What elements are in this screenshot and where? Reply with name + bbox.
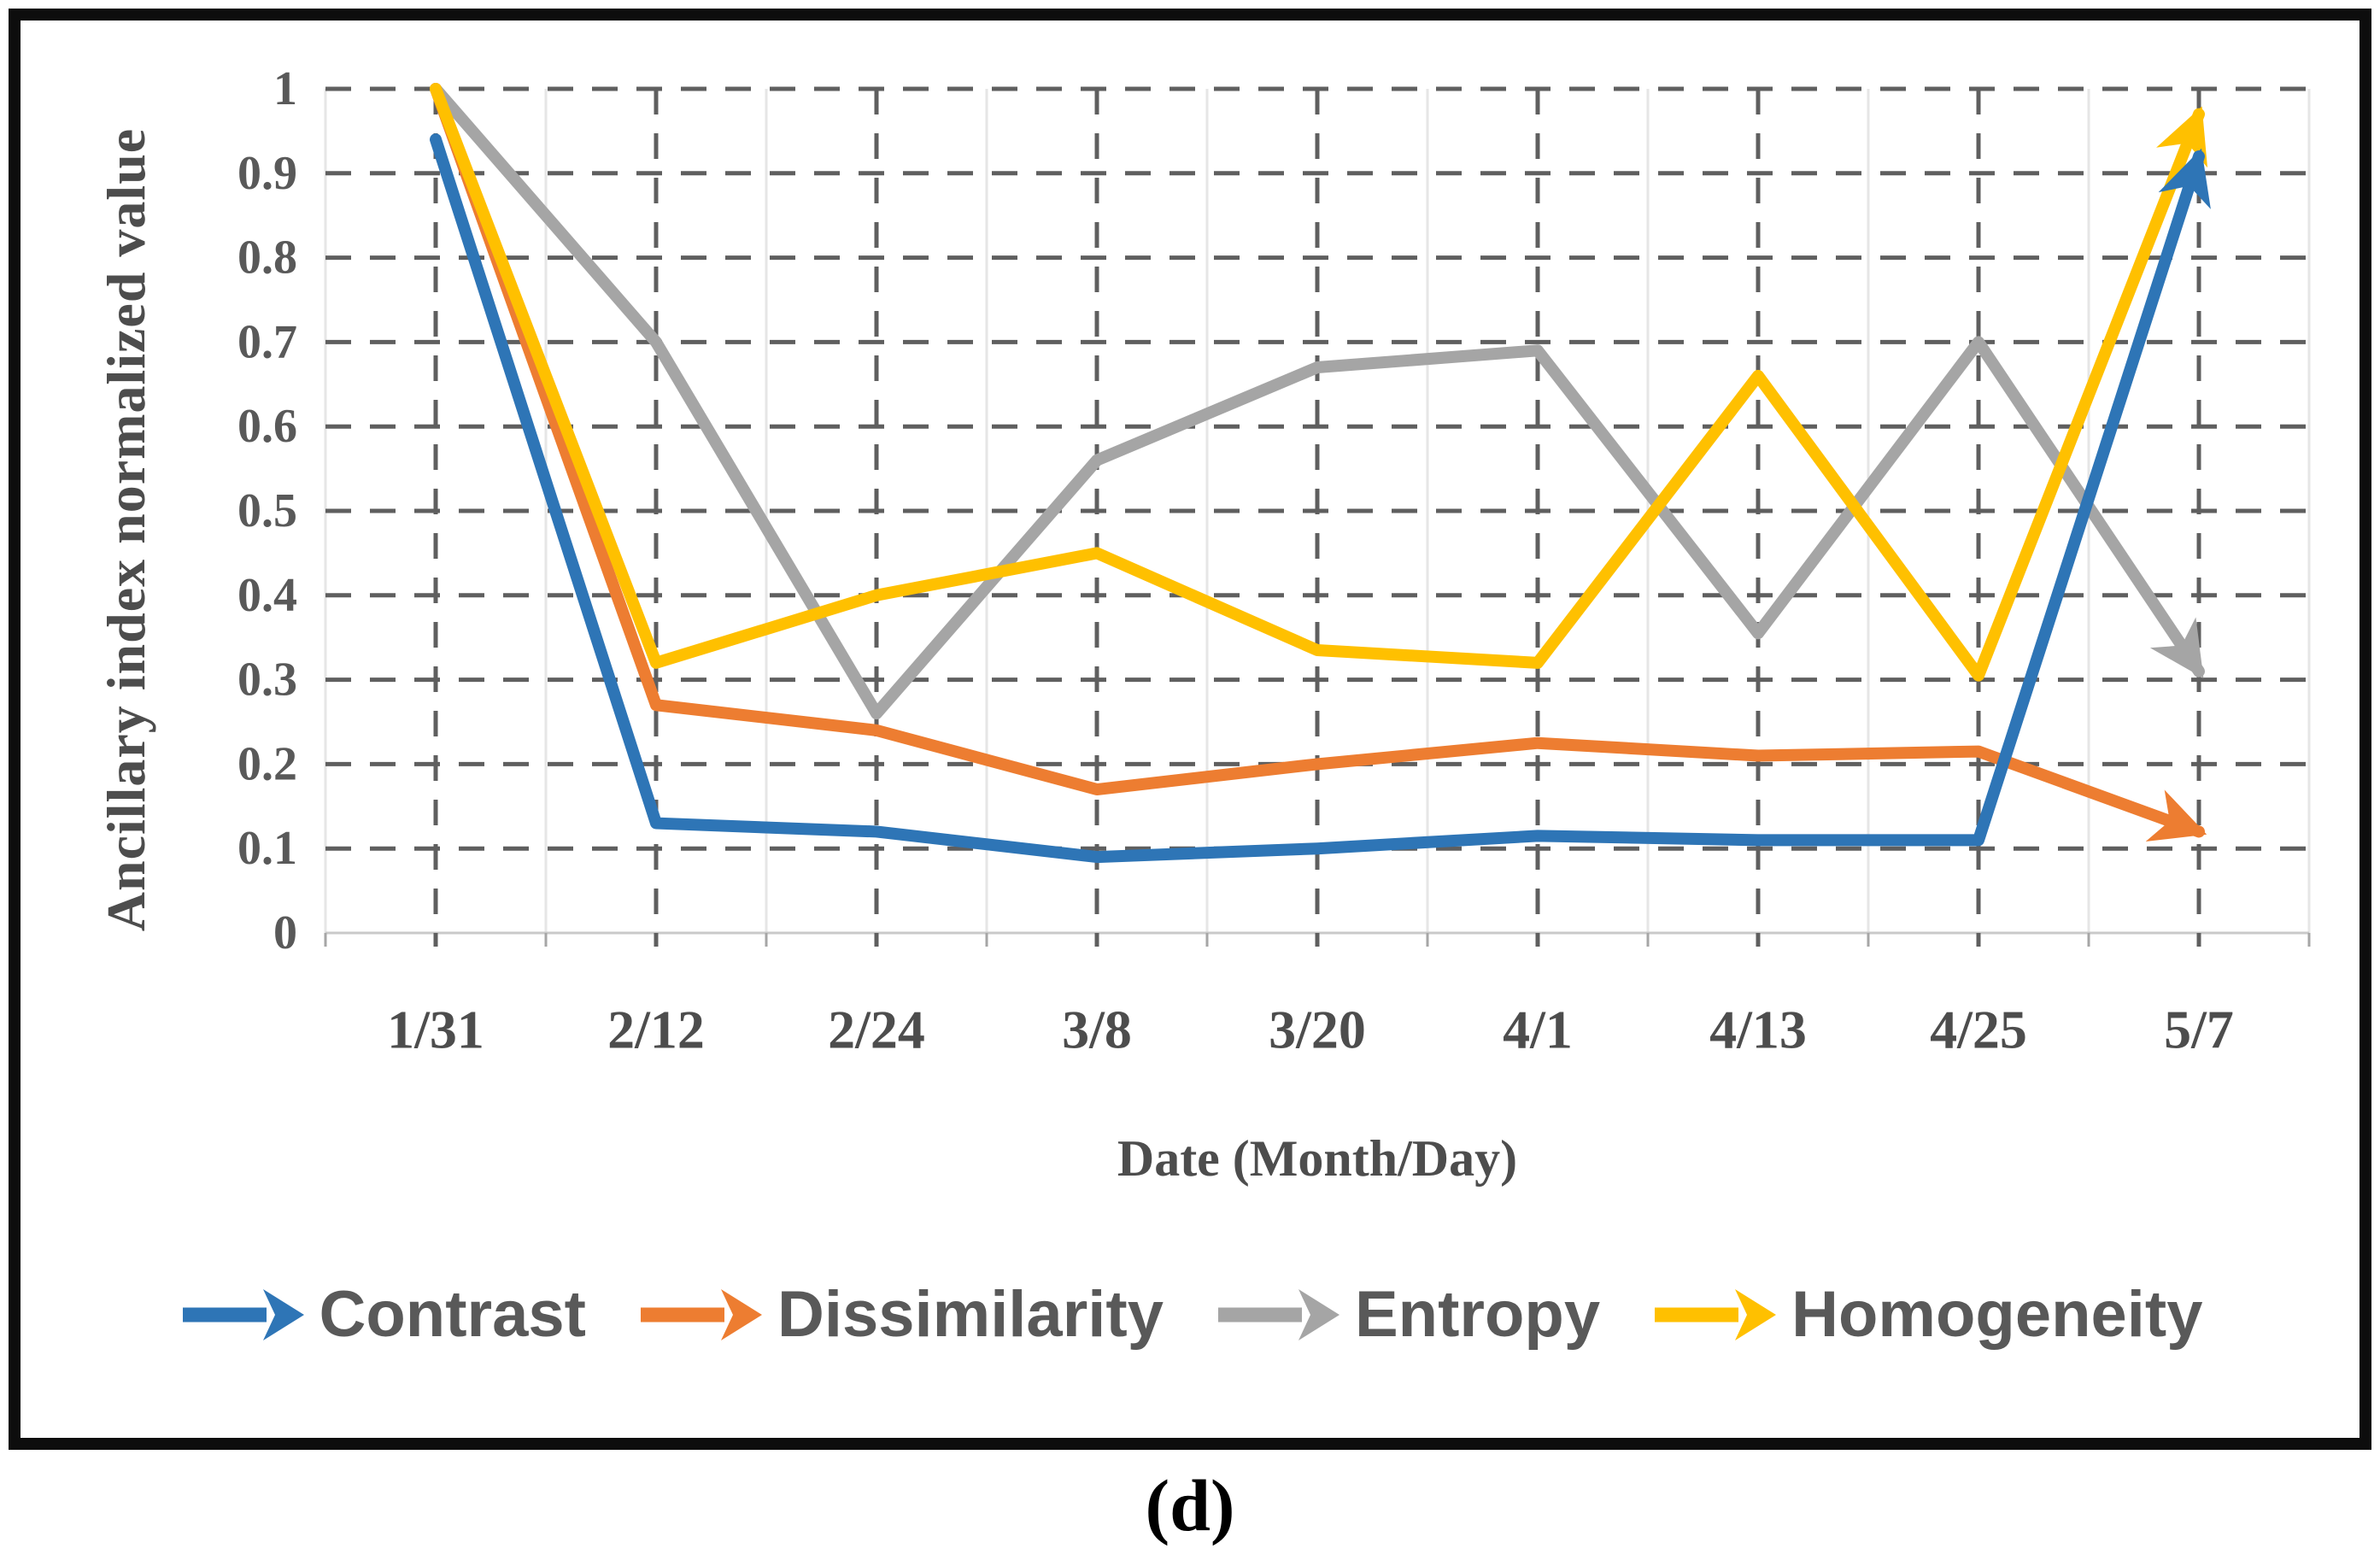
y-tick-label: 0.3 [237,654,297,707]
legend: Contrast Dissimilarity Entropy Homogenei… [34,1277,2346,1352]
y-tick-label: 1 [273,62,297,115]
x-tick-label: 4/1 [1503,1000,1573,1060]
x-tick-label: 3/8 [1062,1000,1132,1060]
x-tick-label: 4/25 [1930,1000,2027,1060]
legend-label-dissimilarity: Dissimilarity [777,1278,1164,1351]
legend-item-entropy: Entropy [1213,1277,1600,1352]
x-tick-label: 5/7 [2164,1000,2234,1060]
x-tick-label: 1/31 [387,1000,484,1060]
y-tick-label: 0.6 [237,400,297,453]
x-axis-title: Date (Month/Day) [1117,1130,1518,1187]
dissimilarity-arrow-icon [640,1288,762,1340]
x-tick-label: 4/13 [1709,1000,1807,1060]
y-axis-title: Ancillary index normalized value [96,127,156,932]
x-tick-label: 2/24 [828,1000,925,1060]
series-line-contrast [430,133,2211,864]
legend-label-contrast: Contrast [319,1278,586,1351]
homogeneity-arrow-icon [1655,1288,1777,1340]
contrast-arrow-icon [182,1288,304,1340]
y-tick-label: 0.4 [237,569,297,622]
legend-item-homogeneity: Homogeneity [1650,1277,2202,1352]
y-tick-label: 0.5 [237,484,297,537]
legend-item-dissimilarity: Dissimilarity [636,1277,1164,1352]
legend-label-entropy: Entropy [1354,1278,1601,1351]
legend-label-homogeneity: Homogeneity [1791,1278,2203,1351]
legend-item-contrast: Contrast [178,1277,586,1352]
y-tick-label: 0.8 [237,232,297,284]
y-tick-label: 0.9 [237,147,297,200]
series-line-homogeneity [430,83,2208,682]
y-tick-label: 0.1 [237,822,297,875]
entropy-arrow-icon [1217,1288,1339,1340]
x-tick-label: 3/20 [1269,1000,1366,1060]
series-line-entropy [430,83,2205,720]
y-tick-label: 0.2 [237,737,297,790]
x-tick-label: 2/12 [607,1000,705,1060]
series-line-dissimilarity [430,83,2207,842]
figure-caption: (d) [1145,1464,1235,1546]
y-tick-label: 0.7 [237,315,297,368]
y-tick-label: 0 [273,906,297,959]
